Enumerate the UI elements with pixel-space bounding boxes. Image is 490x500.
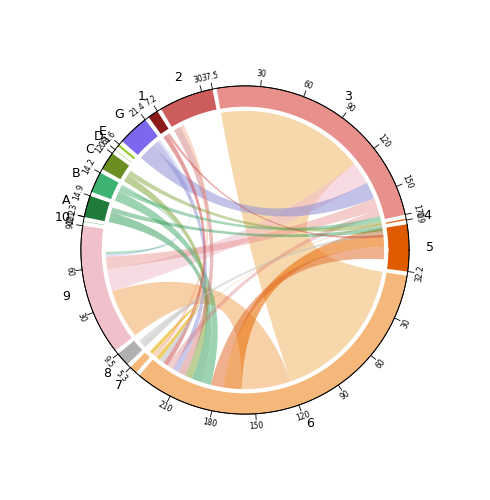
Polygon shape <box>138 230 386 345</box>
Text: 30: 30 <box>399 317 412 330</box>
Polygon shape <box>104 109 386 391</box>
Text: 150: 150 <box>249 421 264 431</box>
Polygon shape <box>148 304 199 362</box>
Polygon shape <box>384 218 406 224</box>
Text: 90: 90 <box>65 218 75 230</box>
Text: 12.6: 12.6 <box>94 136 111 156</box>
Text: 30: 30 <box>76 311 88 324</box>
Polygon shape <box>122 120 159 156</box>
Text: 9.5: 9.5 <box>101 354 116 370</box>
Text: 5: 5 <box>426 241 434 254</box>
Text: 210: 210 <box>156 400 173 414</box>
Text: 2: 2 <box>174 71 182 84</box>
Text: 30: 30 <box>193 74 204 86</box>
Text: 21.4: 21.4 <box>128 101 147 118</box>
Polygon shape <box>162 133 206 368</box>
Text: 170: 170 <box>412 204 423 220</box>
Polygon shape <box>166 132 386 238</box>
Polygon shape <box>152 140 207 374</box>
Text: D: D <box>94 130 103 143</box>
Polygon shape <box>105 162 368 292</box>
Text: A: A <box>62 194 71 207</box>
Polygon shape <box>104 138 192 257</box>
Text: 1: 1 <box>137 90 145 103</box>
Text: 150: 150 <box>401 173 415 190</box>
Text: 30: 30 <box>257 70 267 79</box>
Polygon shape <box>130 351 151 373</box>
Polygon shape <box>167 210 382 371</box>
Text: G: G <box>114 108 123 121</box>
Polygon shape <box>385 224 409 272</box>
Polygon shape <box>110 282 292 391</box>
Polygon shape <box>104 184 179 254</box>
Text: 60: 60 <box>302 79 314 91</box>
Polygon shape <box>173 125 214 378</box>
Text: 32.2: 32.2 <box>415 264 426 282</box>
Polygon shape <box>126 170 384 232</box>
Text: 120: 120 <box>295 410 311 424</box>
Polygon shape <box>109 207 385 237</box>
Text: 0.9: 0.9 <box>413 211 424 224</box>
Text: 60: 60 <box>374 356 387 370</box>
Polygon shape <box>104 198 380 270</box>
Polygon shape <box>102 154 131 180</box>
Polygon shape <box>117 186 383 230</box>
Polygon shape <box>152 223 384 356</box>
Polygon shape <box>115 150 133 164</box>
Polygon shape <box>220 109 385 384</box>
Text: 7.2: 7.2 <box>143 94 158 108</box>
Text: 4: 4 <box>423 209 431 222</box>
Text: 14.2: 14.2 <box>81 158 97 176</box>
Text: 8: 8 <box>103 367 111 380</box>
Polygon shape <box>148 111 170 136</box>
Polygon shape <box>139 144 376 216</box>
Polygon shape <box>84 196 112 222</box>
Text: 14.9: 14.9 <box>72 182 85 201</box>
Polygon shape <box>222 228 386 391</box>
Polygon shape <box>122 174 208 380</box>
Polygon shape <box>139 272 407 414</box>
Text: 90: 90 <box>339 389 352 402</box>
Text: 5.3: 5.3 <box>114 369 129 384</box>
Text: 60: 60 <box>65 266 75 276</box>
Polygon shape <box>217 86 405 220</box>
Polygon shape <box>118 340 144 364</box>
Text: 7: 7 <box>115 379 123 392</box>
Polygon shape <box>81 226 133 350</box>
Polygon shape <box>113 190 218 387</box>
Polygon shape <box>210 247 386 390</box>
Text: 121.3: 121.3 <box>66 202 79 226</box>
Text: 120: 120 <box>376 132 392 149</box>
Text: 180: 180 <box>201 417 217 429</box>
Text: 9: 9 <box>62 290 70 304</box>
Polygon shape <box>140 302 199 364</box>
Text: B: B <box>72 167 81 180</box>
Polygon shape <box>83 221 106 226</box>
Polygon shape <box>118 144 137 160</box>
Text: 37.5: 37.5 <box>201 71 219 83</box>
Text: 0.2: 0.2 <box>67 208 78 221</box>
Polygon shape <box>92 172 121 200</box>
Text: 3: 3 <box>344 90 352 102</box>
Text: 90: 90 <box>343 102 356 114</box>
Text: 6: 6 <box>306 417 314 430</box>
Polygon shape <box>152 123 208 359</box>
Text: C: C <box>85 143 94 156</box>
Text: 0.3: 0.3 <box>98 134 113 150</box>
Polygon shape <box>107 212 212 384</box>
Polygon shape <box>161 89 217 128</box>
Text: 10: 10 <box>55 211 71 224</box>
Text: 1.6: 1.6 <box>102 129 117 144</box>
Text: E: E <box>98 126 106 138</box>
